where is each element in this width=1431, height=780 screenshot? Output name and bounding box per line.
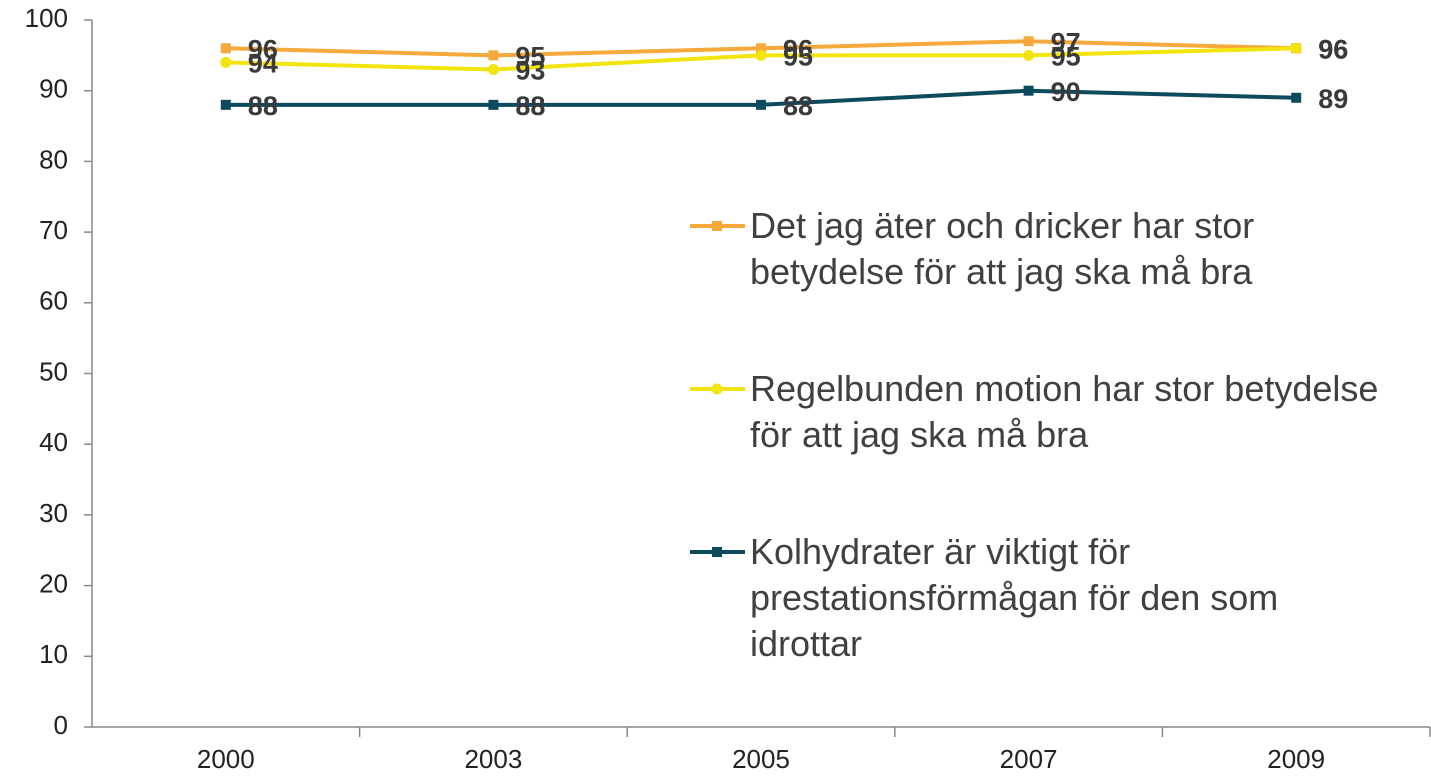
data-label: 95	[783, 41, 813, 71]
legend-label: Det jag äter och dricker har stor betyde…	[750, 205, 1255, 292]
point	[220, 56, 232, 68]
legend-marker	[712, 221, 722, 231]
data-label: 95	[1051, 41, 1081, 71]
point	[756, 99, 766, 110]
data-label: 88	[515, 91, 545, 121]
point	[756, 43, 766, 54]
data-label: 90	[1051, 77, 1081, 107]
x-tick-label: 2005	[732, 744, 790, 774]
legend-label: Kolhydrater är viktigt för prestationsfö…	[750, 531, 1279, 664]
y-tick-label: 10	[39, 639, 68, 669]
point	[1023, 49, 1035, 61]
x-tick-label: 2009	[1267, 744, 1325, 774]
point	[1023, 85, 1034, 96]
y-tick-label: 100	[25, 3, 68, 33]
point	[1290, 42, 1302, 54]
data-label: 89	[1318, 84, 1348, 114]
y-tick-label: 30	[39, 498, 68, 528]
data-label: 96	[1318, 34, 1348, 64]
legend-marker	[712, 547, 722, 557]
data-label: 96	[783, 34, 813, 64]
point	[220, 43, 231, 54]
y-tick-label: 0	[54, 710, 68, 740]
data-label: 96	[248, 34, 278, 64]
point	[487, 63, 499, 75]
point	[488, 50, 499, 61]
point	[1291, 92, 1302, 103]
data-label: 93	[515, 56, 545, 86]
y-tick-label: 60	[39, 286, 68, 316]
y-tick-label: 90	[39, 74, 68, 104]
data-label: 88	[248, 91, 278, 121]
point	[220, 99, 231, 110]
y-tick-label: 70	[39, 215, 68, 245]
y-tick-label: 40	[39, 427, 68, 457]
data-label: 94	[248, 49, 278, 79]
x-tick-label: 2003	[464, 744, 522, 774]
point	[1023, 36, 1034, 47]
y-tick-label: 50	[39, 356, 68, 386]
legend-label: Regelbunden motion har stor betydelse fö…	[750, 368, 1379, 455]
legend-marker	[711, 383, 723, 395]
point	[755, 49, 767, 61]
y-tick-label: 80	[39, 144, 68, 174]
x-tick-label: 2000	[197, 744, 255, 774]
point	[488, 99, 499, 110]
x-tick-label: 2007	[1000, 744, 1058, 774]
y-tick-label: 20	[39, 568, 68, 598]
data-label: 88	[783, 91, 813, 121]
data-label: 96	[1318, 34, 1348, 64]
